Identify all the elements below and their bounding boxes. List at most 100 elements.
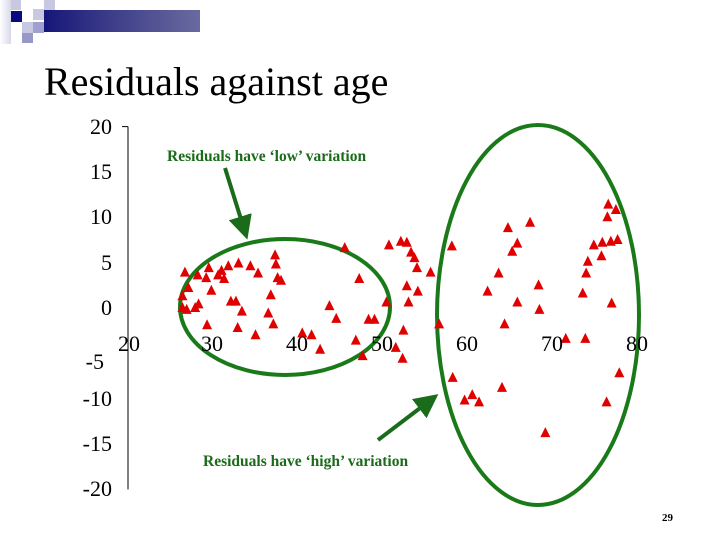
data-point-marker [206, 284, 217, 295]
data-point-marker [179, 266, 190, 277]
data-point-marker [447, 371, 458, 382]
highlight-ellipses [178, 123, 641, 507]
banner-square-light-1 [9, 0, 21, 10]
data-point-marker [268, 318, 279, 329]
data-point-marker [245, 260, 256, 271]
data-point-marker [610, 204, 621, 215]
y-tick-label: 5 [101, 249, 112, 275]
data-point-marker [534, 303, 545, 314]
data-point-marker [203, 262, 214, 273]
x-tick-label: 60 [456, 331, 478, 356]
data-point-marker [601, 396, 612, 407]
data-point-marker [181, 303, 192, 314]
y-tick-label: 20 [90, 113, 112, 139]
data-point-marker [401, 236, 412, 247]
data-point-marker [232, 321, 243, 332]
data-point-marker [315, 343, 326, 354]
data-point-marker [482, 285, 493, 296]
data-point-marker [403, 296, 414, 307]
data-point-marker [357, 350, 368, 361]
y-tick-label: 15 [90, 158, 112, 184]
data-point-marker [397, 352, 408, 363]
data-point-marker [580, 332, 591, 343]
data-point-marker [540, 427, 551, 438]
data-point-marker [409, 252, 420, 263]
data-point-marker [250, 329, 261, 340]
data-point-marker [502, 222, 513, 233]
y-tick-label: 0 [101, 295, 112, 320]
data-point-marker [602, 211, 613, 222]
axes [122, 126, 129, 490]
data-point-marker [603, 198, 614, 209]
data-point-marker [324, 300, 335, 311]
data-point-marker [192, 269, 203, 280]
data-point-marker [507, 245, 518, 256]
data-point-marker [331, 312, 342, 323]
data-point-marker [497, 381, 507, 392]
data-point-marker [263, 307, 274, 318]
data-point-marker [354, 272, 365, 283]
data-point-marker [381, 296, 392, 307]
data-point-marker [597, 236, 608, 247]
data-point-marker [270, 258, 281, 269]
x-tick-label: 20 [118, 331, 140, 356]
banner-square-mid-3 [22, 33, 33, 43]
banner-square-light-4 [22, 22, 33, 33]
data-point-marker [350, 334, 361, 345]
data-point-marker [369, 313, 380, 324]
banner-left-fade [0, 0, 11, 44]
data-point-marker [493, 267, 504, 278]
data-point-marker [216, 264, 227, 275]
data-point-marker [183, 282, 194, 293]
y-tick-label: -10 [82, 385, 112, 411]
data-point-marker [233, 257, 244, 268]
data-point-marker [270, 249, 281, 260]
data-point-marker [525, 216, 536, 227]
data-point-marker [398, 324, 409, 335]
data-point-marker [236, 305, 247, 316]
annotation-high-variation: Residuals have ‘high’ variation [203, 453, 409, 470]
data-point-marker [202, 319, 213, 330]
annotation-low-variation: Residuals have ‘low’ variation [167, 148, 367, 165]
banner-square-light-2 [33, 9, 45, 20]
data-point-marker [230, 295, 241, 306]
data-point-marker [512, 296, 523, 307]
data-point-marker [596, 250, 607, 261]
data-point-marker [412, 262, 422, 273]
y-tick-label: -5 [85, 349, 104, 375]
data-point-marker [612, 233, 623, 244]
high-variation-ellipse [435, 123, 641, 507]
data-point-marker [193, 298, 204, 309]
data-point-marker [588, 239, 599, 250]
data-point-marker [499, 318, 510, 329]
data-point-marker [201, 272, 212, 283]
x-tick-label: 30 [201, 331, 223, 356]
data-point-marker [177, 290, 188, 301]
data-point-marker [412, 285, 423, 296]
data-points [177, 198, 625, 438]
data-point-marker [265, 289, 276, 300]
data-point-marker [339, 242, 350, 253]
arrow-to-low-ellipse [223, 167, 252, 240]
data-point-marker [533, 279, 544, 290]
data-point-marker [276, 274, 286, 285]
data-point-marker [560, 332, 571, 343]
banner-square-light-3 [44, 0, 55, 10]
data-point-marker [219, 272, 230, 283]
y-tick-label: 10 [90, 204, 112, 230]
data-point-marker [297, 327, 308, 338]
x-tick-label: 70 [541, 331, 563, 356]
data-point-marker [474, 396, 485, 407]
data-point-marker [425, 266, 436, 277]
data-point-marker [446, 240, 457, 251]
data-point-marker [614, 367, 625, 378]
data-point-marker [390, 341, 401, 352]
annotation-arrows [223, 167, 439, 442]
data-point-marker [383, 239, 394, 250]
banner-gradient-bar [44, 10, 200, 32]
data-point-marker [467, 389, 478, 400]
data-point-marker [581, 267, 592, 278]
data-point-marker [401, 280, 412, 291]
data-point-marker [459, 394, 470, 405]
